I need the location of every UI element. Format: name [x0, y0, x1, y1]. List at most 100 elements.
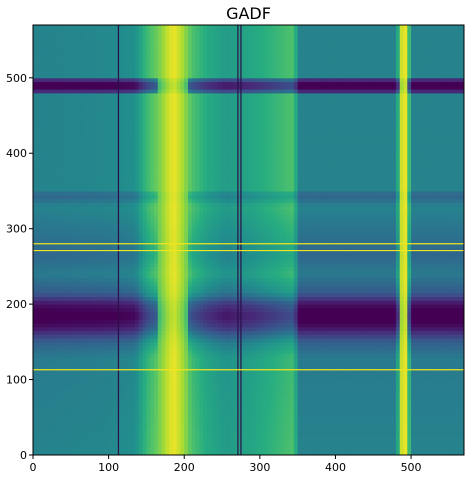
heatmap-cell	[199, 319, 204, 324]
heatmap-cell	[33, 447, 38, 452]
heatmap-cell	[429, 338, 435, 343]
heatmap-cell	[274, 330, 280, 335]
heatmap-cell	[135, 405, 140, 411]
heatmap-cell	[180, 300, 185, 305]
heatmap-cell	[320, 402, 325, 407]
heatmap-cell	[343, 319, 348, 324]
heatmap-cell	[418, 334, 423, 339]
heatmap-cell	[203, 383, 208, 388]
heatmap-cell	[395, 338, 401, 343]
heatmap-cell	[59, 372, 64, 377]
heatmap-cell	[203, 368, 208, 373]
heatmap-cell	[312, 319, 318, 324]
heatmap-cell	[263, 424, 268, 430]
heatmap-cell	[78, 338, 83, 343]
heatmap-cell	[407, 428, 412, 433]
heatmap-cell	[191, 360, 197, 365]
heatmap-cell	[278, 443, 284, 448]
heatmap-cell	[184, 304, 189, 309]
heatmap-cell	[59, 296, 64, 301]
heatmap-cell	[327, 443, 333, 448]
heatmap-cell	[138, 356, 144, 362]
heatmap-cell	[153, 300, 159, 305]
heatmap-cell	[233, 292, 238, 298]
heatmap-cell	[36, 439, 42, 445]
heatmap-cell	[240, 341, 246, 347]
heatmap-cell	[411, 443, 416, 448]
heatmap-cell	[135, 387, 140, 392]
heatmap-cell	[456, 341, 461, 347]
heatmap-cell	[278, 292, 284, 298]
heatmap-cell	[395, 356, 401, 362]
heatmap-cell	[407, 375, 412, 381]
heatmap-cell	[146, 398, 151, 403]
heatmap-cell	[384, 364, 389, 369]
heatmap-cell	[218, 360, 223, 365]
heatmap-cell	[373, 307, 378, 313]
heatmap-cell	[78, 439, 83, 445]
heatmap-cell	[176, 292, 181, 298]
heatmap-cell	[63, 402, 68, 407]
heatmap-cell	[33, 360, 38, 365]
heatmap-cell	[411, 353, 416, 358]
heatmap-cell	[218, 447, 223, 452]
heatmap-cell	[119, 375, 125, 381]
heatmap-cell	[153, 451, 159, 456]
heatmap-cell	[214, 451, 219, 456]
heatmap-cell	[395, 368, 401, 373]
heatmap-cell	[218, 439, 223, 445]
heatmap-cell	[407, 341, 412, 347]
heatmap-cell	[44, 364, 49, 369]
heatmap-cell	[206, 345, 212, 350]
heatmap-cell	[67, 436, 72, 441]
heatmap-cell	[135, 383, 140, 388]
heatmap-cell	[377, 443, 382, 448]
heatmap-cell	[146, 443, 151, 448]
heatmap-cell	[199, 402, 204, 407]
heatmap-cell	[339, 439, 344, 445]
heatmap-cell	[36, 315, 42, 320]
heatmap-cell	[214, 405, 219, 411]
heatmap-cell	[365, 443, 370, 448]
heatmap-cell	[188, 398, 193, 403]
heatmap-cell	[297, 413, 302, 418]
heatmap-cell	[240, 402, 246, 407]
heatmap-cell	[44, 436, 49, 441]
heatmap-cell	[244, 421, 249, 426]
heatmap-cell	[361, 436, 367, 441]
heatmap-cell	[104, 390, 110, 396]
heatmap-cell	[169, 383, 174, 388]
heatmap-cell	[225, 387, 231, 392]
heatmap-cell	[426, 390, 431, 396]
heatmap-cell	[188, 402, 193, 407]
heatmap-cell	[93, 322, 98, 328]
heatmap-cell	[327, 304, 333, 309]
heatmap-cell	[225, 304, 231, 309]
heatmap-cell	[369, 428, 374, 433]
heatmap-cell	[437, 372, 442, 377]
heatmap-cell	[36, 413, 42, 418]
heatmap-cell	[422, 326, 427, 332]
heatmap-cell	[131, 390, 136, 396]
heatmap-cell	[59, 300, 64, 305]
heatmap-cell	[320, 409, 325, 415]
heatmap-cell	[70, 341, 76, 347]
heatmap-cell	[324, 409, 329, 415]
heatmap-cell	[274, 356, 280, 362]
heatmap-cell	[343, 394, 348, 399]
heatmap-cell	[346, 390, 352, 396]
heatmap-cell	[138, 289, 144, 294]
heatmap-cell	[361, 300, 367, 305]
heatmap-cell	[146, 360, 151, 365]
heatmap-cell	[365, 432, 370, 437]
heatmap-cell	[350, 394, 355, 399]
heatmap-cell	[263, 375, 268, 381]
heatmap-cell	[138, 330, 144, 335]
heatmap-cell	[70, 387, 76, 392]
heatmap-cell	[418, 349, 423, 354]
heatmap-cell	[320, 375, 325, 381]
heatmap-cell	[184, 439, 189, 445]
heatmap-cell	[195, 417, 200, 422]
heatmap-cell	[452, 451, 457, 456]
heatmap-cell	[150, 304, 155, 309]
